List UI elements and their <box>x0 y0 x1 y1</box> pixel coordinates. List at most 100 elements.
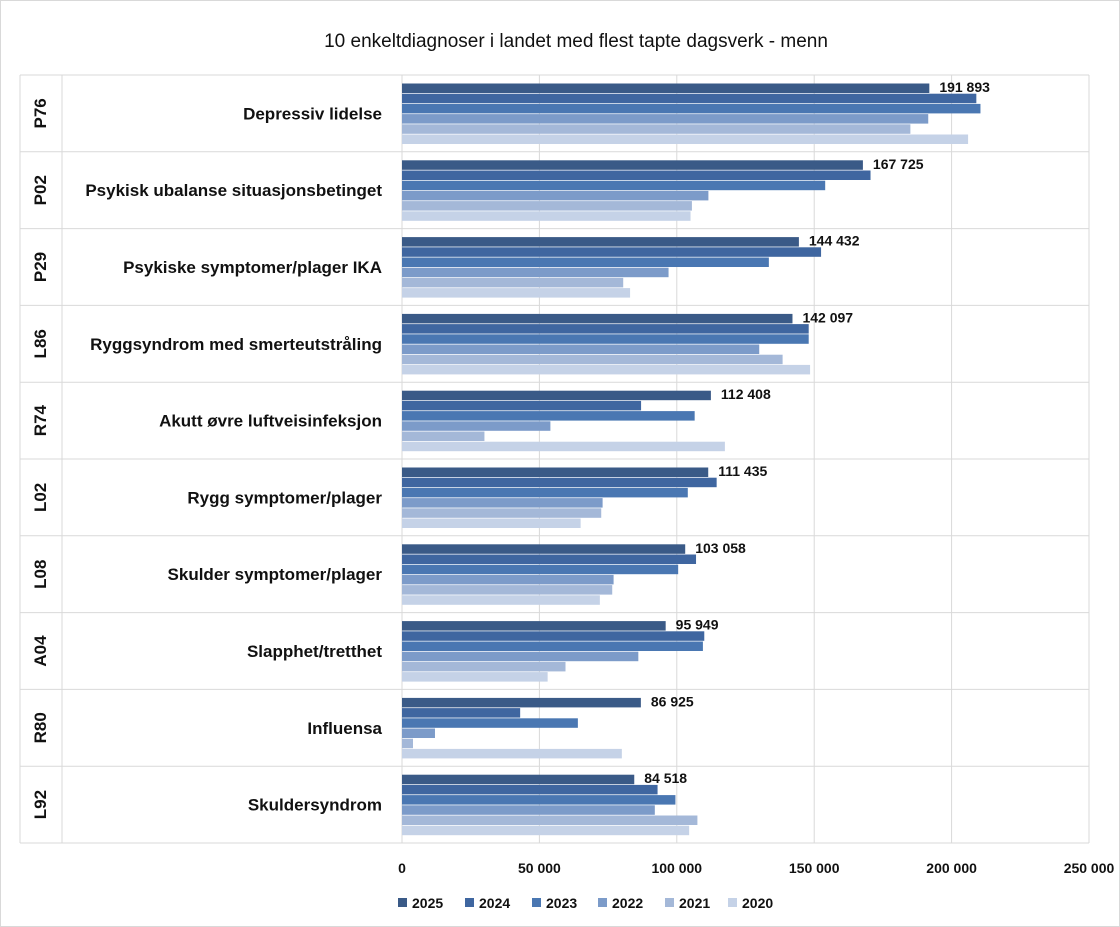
category-code: R80 <box>31 712 50 743</box>
bar-2020 <box>402 211 691 221</box>
bar-2024 <box>402 93 977 104</box>
bar-2021 <box>402 431 485 441</box>
bar-2023 <box>402 718 578 728</box>
legend-swatch-2025 <box>398 898 407 907</box>
bar-2020 <box>402 518 581 528</box>
x-tick-label: 200 000 <box>926 860 977 876</box>
legend-label: 2023 <box>546 895 577 911</box>
category-label: Psykisk ubalanse situasjonsbetinget <box>85 181 382 200</box>
data-label: 167 725 <box>873 156 924 172</box>
data-label: 142 097 <box>802 309 853 325</box>
bar-2022 <box>402 805 655 815</box>
category-label: Slapphet/tretthet <box>247 642 382 661</box>
category-label: Skulder symptomer/plager <box>168 565 383 584</box>
x-tick-label: 50 000 <box>518 860 561 876</box>
bar-2021 <box>402 277 624 288</box>
category-label: Rygg symptomer/plager <box>187 488 382 507</box>
bar-2023 <box>402 411 695 421</box>
legend-label: 2020 <box>742 895 773 911</box>
legend-label: 2024 <box>479 895 510 911</box>
bars <box>402 83 981 836</box>
bar-2021 <box>402 815 698 825</box>
bar-2022 <box>402 498 603 508</box>
bar-2025 <box>402 697 641 708</box>
category-separators <box>19 74 1089 844</box>
legend-label: 2021 <box>679 895 710 911</box>
bar-2023 <box>402 103 981 114</box>
data-label: 144 432 <box>809 233 860 249</box>
bar-2024 <box>402 247 822 257</box>
bar-2023 <box>402 641 703 651</box>
bar-2021 <box>402 585 613 595</box>
bar-2025 <box>402 160 863 170</box>
category-code: P02 <box>31 175 50 205</box>
bar-2025 <box>402 313 793 324</box>
bar-2025 <box>402 774 635 785</box>
bar-2021 <box>402 508 602 518</box>
bar-2020 <box>402 134 969 144</box>
bar-2022 <box>402 344 760 354</box>
category-label: Akutt øvre luftveisinfeksjon <box>159 412 382 431</box>
data-label: 86 925 <box>651 693 694 709</box>
data-label: 191 893 <box>939 79 990 95</box>
category-label: Depressiv lidelse <box>243 104 382 123</box>
bar-2024 <box>402 324 809 334</box>
category-label: Influensa <box>307 719 382 738</box>
category-labels: 191 893 Depressiv lidelse P76 167 725 Psykis… <box>31 79 990 819</box>
bar-2022 <box>402 190 709 201</box>
bar-2022 <box>402 267 669 278</box>
legend: 2025 2024 2023 2022 2021 2020 <box>398 895 773 911</box>
bar-2024 <box>402 708 521 718</box>
bar-2024 <box>402 400 642 411</box>
bar-2021 <box>402 661 566 672</box>
legend-swatch-2024 <box>465 898 474 907</box>
chart-title: 10 enkeltdiagnoser i landet med flest ta… <box>324 31 828 52</box>
category-code: A04 <box>31 635 50 667</box>
legend-label: 2025 <box>412 895 443 911</box>
category-code: P29 <box>31 252 50 282</box>
category-code: R74 <box>31 404 50 436</box>
bar-2023 <box>402 487 688 498</box>
bar-2024 <box>402 170 871 180</box>
bar-2024 <box>402 631 705 641</box>
bar-2025 <box>402 390 711 401</box>
bar-2025 <box>402 621 666 631</box>
category-label: Skuldersyndrom <box>248 796 382 815</box>
bar-2020 <box>402 672 548 682</box>
bar-2022 <box>402 728 435 738</box>
bar-2025 <box>402 237 799 247</box>
bar-2025 <box>402 544 686 554</box>
bar-2022 <box>402 114 929 124</box>
legend-swatch-2022 <box>598 898 607 907</box>
bar-2020 <box>402 364 811 375</box>
category-code: P76 <box>31 98 50 128</box>
category-code: L92 <box>31 790 50 819</box>
data-label: 103 058 <box>695 540 746 556</box>
bar-2023 <box>402 180 826 191</box>
data-label: 95 949 <box>676 617 719 633</box>
bar-2022 <box>402 651 639 662</box>
bar-2022 <box>402 421 551 431</box>
bar-2023 <box>402 334 809 344</box>
x-tick-label: 100 000 <box>651 860 702 876</box>
bar-2020 <box>402 441 725 452</box>
legend-swatch-2020 <box>728 898 737 907</box>
bar-2023 <box>402 257 769 267</box>
bar-2021 <box>402 201 692 211</box>
bar-2025 <box>402 83 930 93</box>
bar-2024 <box>402 477 717 488</box>
legend-label: 2022 <box>612 895 643 911</box>
x-axis-ticks: 0 50 000 100 000 150 000 200 000 250 000 <box>398 860 1114 876</box>
legend-swatch-2023 <box>532 898 541 907</box>
category-label: Ryggsyndrom med smerteutstråling <box>90 335 382 354</box>
category-code: L86 <box>31 329 50 358</box>
x-tick-label: 150 000 <box>789 860 840 876</box>
x-tick-label: 0 <box>398 860 406 876</box>
bar-2020 <box>402 825 690 836</box>
bar-2021 <box>402 124 911 134</box>
data-label: 84 518 <box>644 770 687 786</box>
data-label: 111 435 <box>718 463 767 479</box>
x-tick-label: 250 000 <box>1064 860 1115 876</box>
